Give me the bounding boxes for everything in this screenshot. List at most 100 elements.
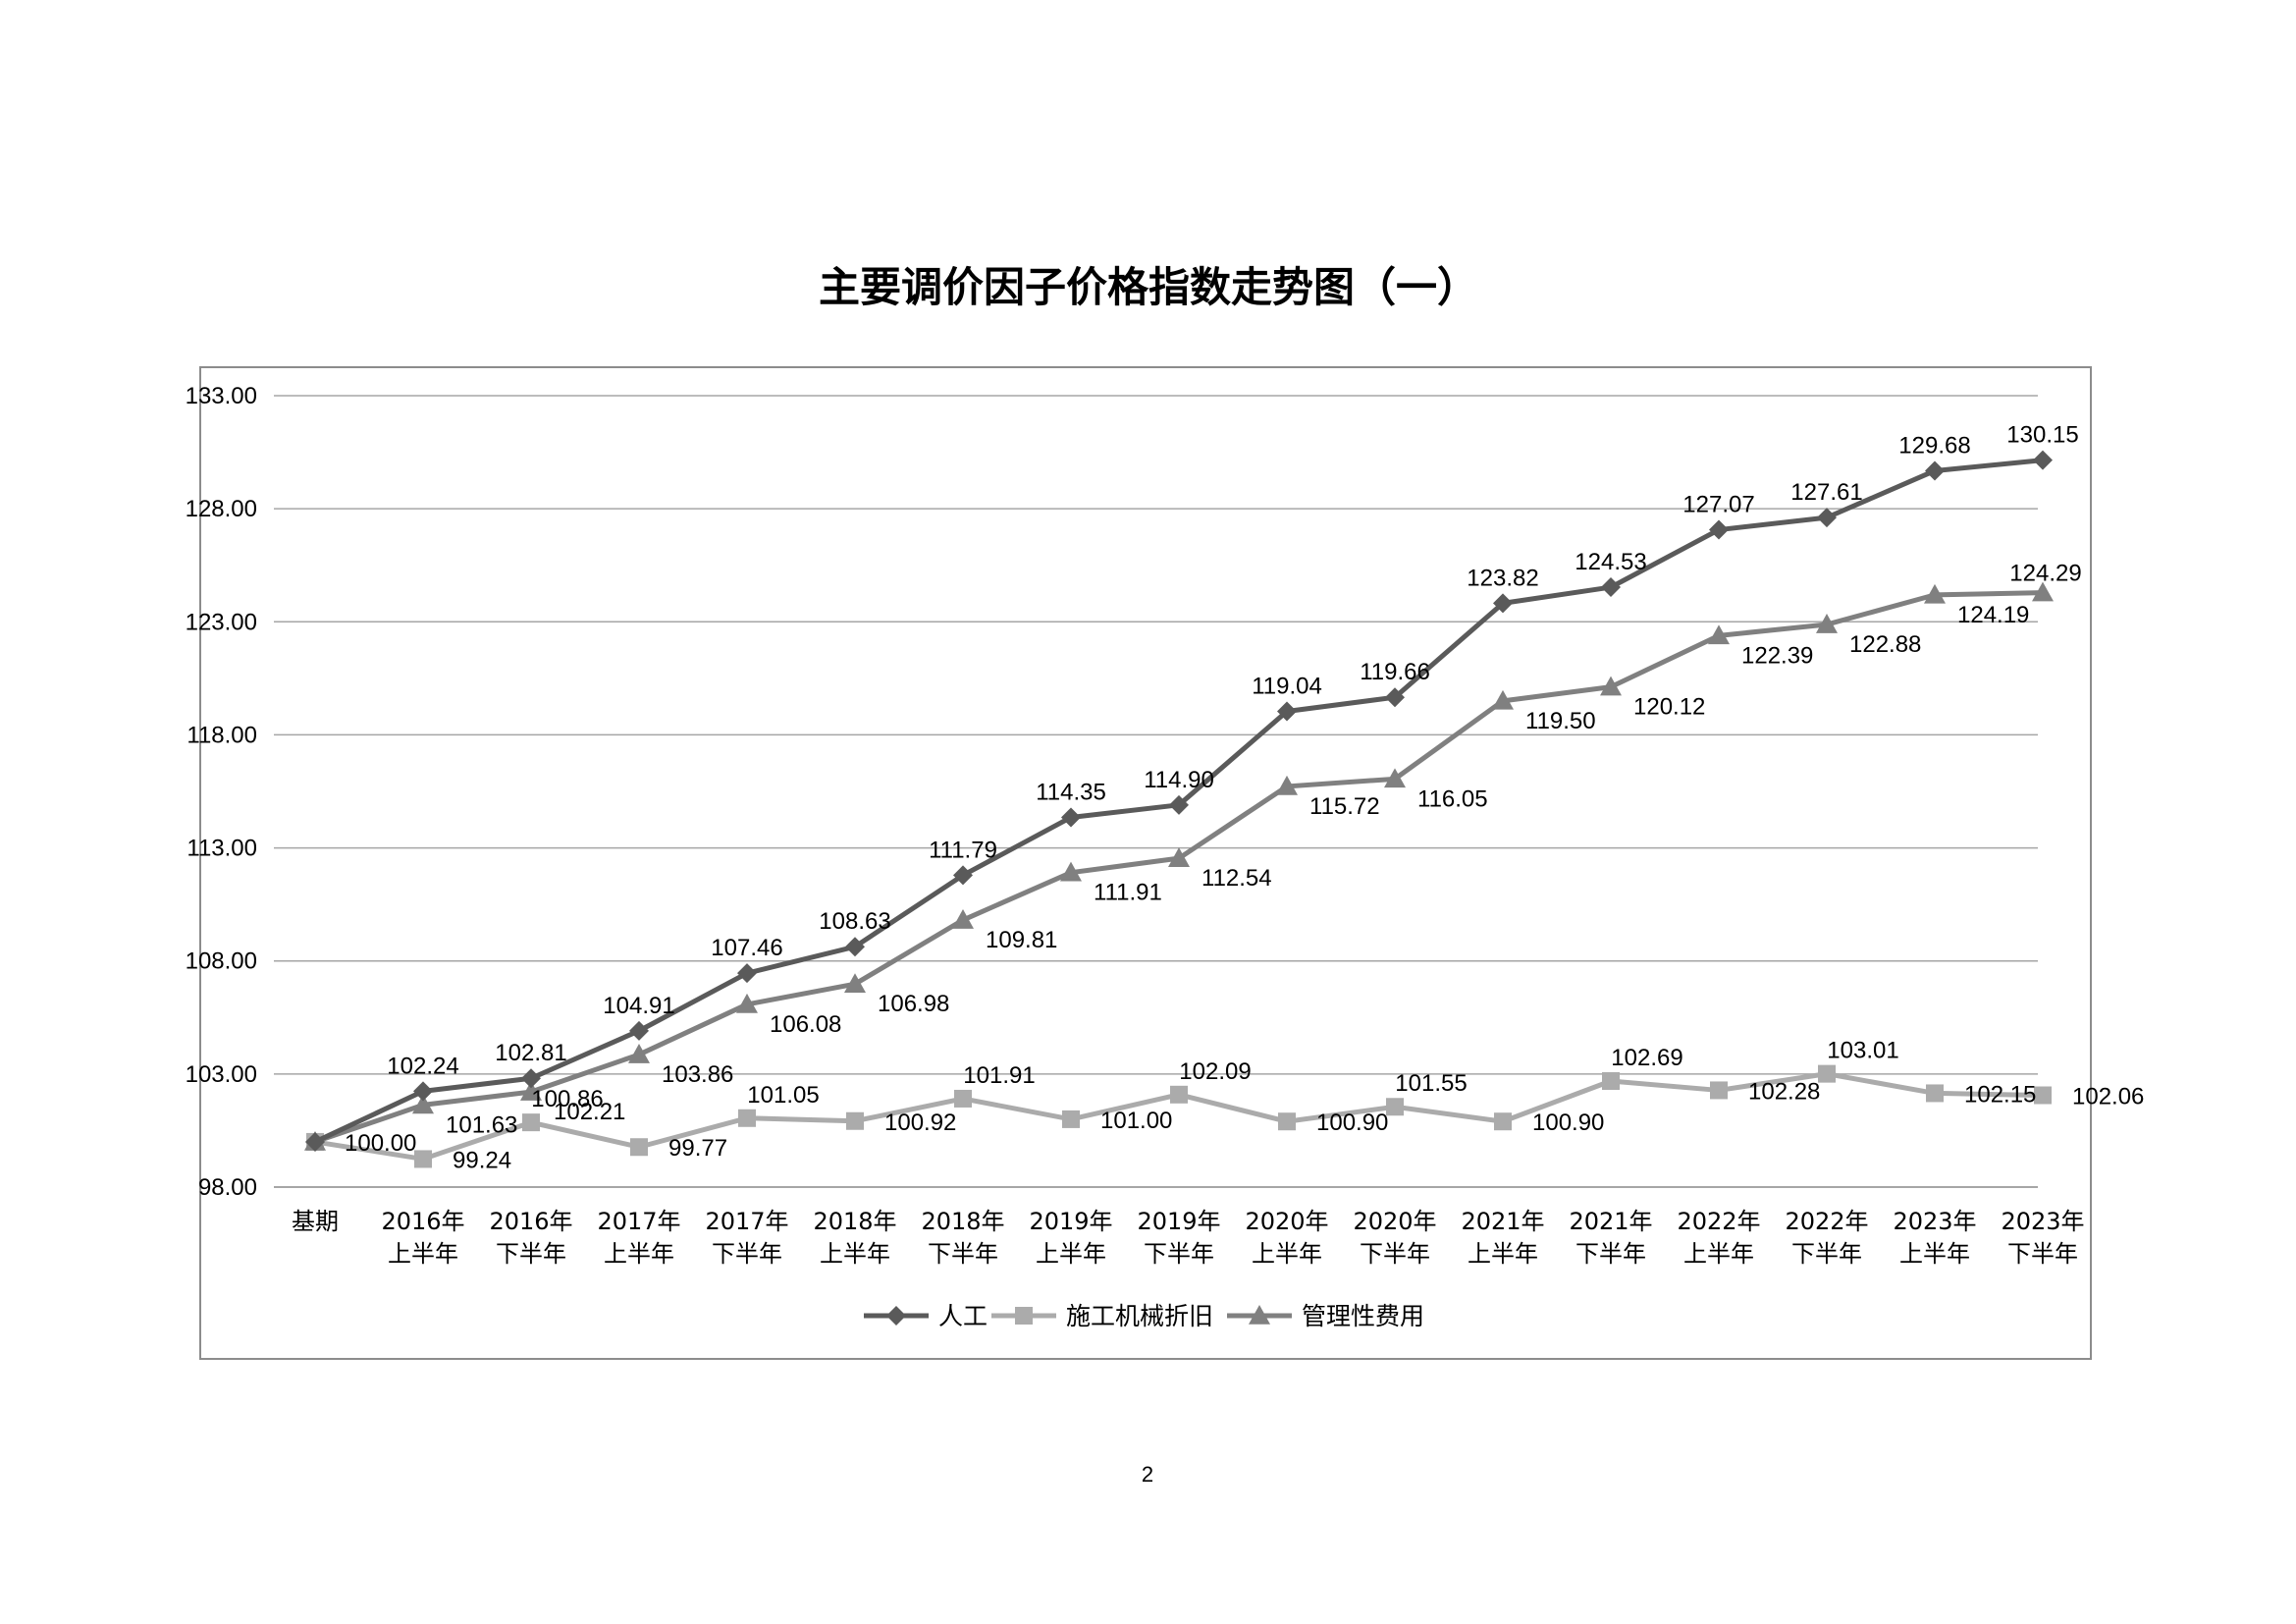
data-point	[1060, 861, 1082, 882]
data-point	[736, 993, 758, 1013]
data-label: 114.35	[1036, 779, 1106, 805]
x-tick-label: 2021年	[1569, 1208, 1652, 1235]
legend-marker	[1249, 1305, 1270, 1325]
x-tick-label: 2016年	[381, 1208, 464, 1235]
data-point	[2032, 581, 2054, 602]
data-point	[1061, 807, 1081, 828]
data-point	[1709, 519, 1729, 540]
data-point	[1386, 1098, 1404, 1116]
data-label: 104.91	[603, 993, 674, 1019]
data-point	[1168, 847, 1190, 867]
data-label: 101.55	[1395, 1070, 1467, 1097]
legend-item-0: 人工	[864, 1302, 988, 1330]
data-labels-layer: 102.24 102.81 104.91 107.46 108.63 111.79 114.…	[345, 422, 2144, 1174]
data-point	[954, 1089, 972, 1108]
x-tick-label: 2020年	[1353, 1208, 1436, 1235]
data-label: 123.82	[1467, 565, 1538, 591]
x-tick-label: 2019年	[1137, 1208, 1220, 1235]
data-point	[305, 1131, 325, 1152]
data-label: 130.15	[2006, 422, 2078, 449]
x-tick-label: 下半年	[1575, 1240, 1646, 1268]
data-label: 99.24	[453, 1147, 511, 1173]
data-point	[1278, 1112, 1296, 1131]
data-label: 124.53	[1575, 549, 1646, 575]
data-label: 100.90	[1316, 1110, 1388, 1136]
x-tick-label: 2019年	[1029, 1208, 1112, 1235]
series-0	[305, 450, 2053, 1152]
data-label: 100.92	[884, 1110, 956, 1136]
data-label: 129.68	[1898, 432, 1970, 459]
gridlines	[274, 395, 2038, 1188]
data-label: 106.98	[878, 991, 949, 1017]
data-point	[628, 1044, 650, 1063]
y-tick-label: 103.00	[186, 1061, 257, 1088]
x-tick-label: 2018年	[813, 1208, 896, 1235]
data-label: 102.15	[1964, 1081, 2036, 1108]
data-point	[844, 973, 866, 994]
y-tick-label: 113.00	[187, 836, 257, 862]
data-label: 127.07	[1682, 492, 1754, 518]
data-point	[520, 1081, 542, 1101]
y-tick-label: 118.00	[187, 722, 257, 748]
x-tick-label: 上半年	[388, 1240, 458, 1268]
data-label: 119.04	[1252, 673, 1322, 699]
y-tick-label: 108.00	[186, 948, 257, 975]
data-point	[1062, 1110, 1080, 1128]
data-point	[522, 1113, 540, 1132]
data-point	[1818, 1064, 1836, 1083]
data-point	[412, 1094, 434, 1114]
data-point	[414, 1150, 432, 1168]
y-tick-label: 128.00	[186, 496, 257, 522]
data-label: 102.24	[387, 1053, 458, 1079]
data-label: 111.91	[1094, 880, 1162, 906]
data-label: 106.08	[770, 1011, 841, 1038]
x-tick-label: 2022年	[1677, 1208, 1760, 1235]
data-point	[1493, 593, 1513, 614]
data-label: 124.29	[2009, 561, 2081, 587]
data-label: 127.61	[1790, 479, 1862, 506]
data-point	[1601, 577, 1621, 598]
x-tick-label: 2016年	[489, 1208, 572, 1235]
data-point	[1926, 1084, 1944, 1103]
data-label: 114.90	[1144, 767, 1214, 793]
data-label: 101.00	[1100, 1108, 1172, 1134]
data-point	[2034, 1086, 2052, 1105]
data-label: 122.88	[1849, 631, 1921, 658]
data-label: 102.28	[1748, 1078, 1820, 1105]
x-tick-label: 上半年	[820, 1240, 890, 1268]
data-label: 107.46	[711, 935, 782, 961]
data-point	[737, 963, 757, 984]
x-tick-label: 上半年	[1899, 1240, 1970, 1268]
data-label: 109.81	[986, 927, 1057, 953]
data-label: 102.21	[554, 1099, 625, 1125]
data-label: 103.86	[662, 1061, 733, 1088]
data-point	[2033, 450, 2053, 470]
data-point	[1384, 768, 1406, 788]
data-point	[1925, 460, 1945, 481]
data-label: 119.50	[1525, 708, 1596, 734]
legend-label: 人工	[938, 1302, 988, 1330]
legend: 人工 施工机械折旧 管理性费用	[864, 1302, 1424, 1330]
x-tick-label: 基期	[292, 1208, 339, 1235]
y-tick-label: 123.00	[186, 609, 257, 635]
x-tick-label: 2018年	[921, 1208, 1004, 1235]
chart-frame	[199, 366, 2092, 1360]
x-tick-label: 下半年	[496, 1240, 566, 1268]
legend-item-2: 管理性费用	[1227, 1302, 1424, 1330]
data-point	[630, 1138, 648, 1157]
x-tick-label: 2023年	[1893, 1208, 1976, 1235]
data-point	[1816, 614, 1838, 633]
data-label: 100.86	[531, 1086, 603, 1112]
x-tick-label: 下半年	[1360, 1240, 1430, 1268]
data-point	[1276, 775, 1298, 795]
data-label: 99.77	[668, 1135, 727, 1162]
data-label: 115.72	[1309, 793, 1380, 820]
data-label: 122.39	[1741, 642, 1813, 669]
data-point	[521, 1068, 541, 1089]
data-point	[738, 1109, 756, 1127]
data-point	[1817, 508, 1837, 528]
data-point	[1494, 1112, 1512, 1131]
x-tick-label: 下半年	[2007, 1240, 2078, 1268]
